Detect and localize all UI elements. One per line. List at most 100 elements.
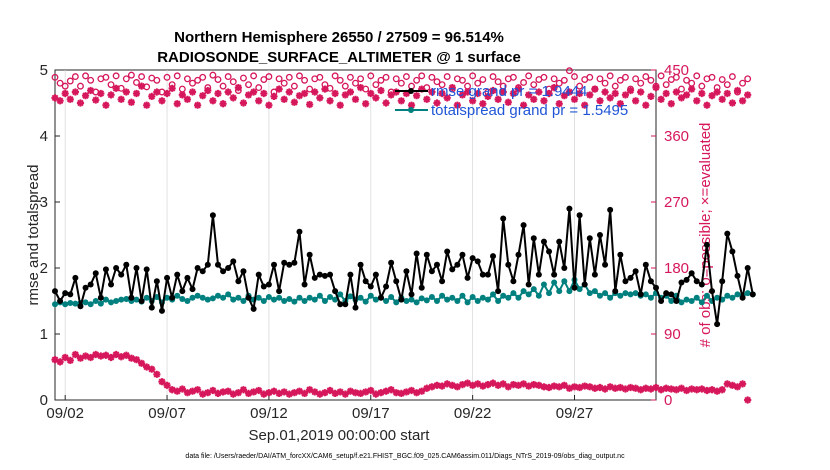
rmse-point [698, 281, 705, 288]
possible-marker [693, 72, 701, 80]
possible-marker [433, 78, 441, 86]
evaluated_low-marker [183, 389, 192, 397]
possible-marker [316, 73, 324, 81]
totalspread-point [479, 294, 486, 301]
evaluated-marker [66, 95, 74, 103]
possible-marker [245, 81, 252, 89]
ytick-left-3: 3 [40, 194, 48, 211]
possible-marker [219, 82, 227, 90]
possible-marker [576, 82, 584, 90]
possible-marker [66, 77, 74, 85]
rmse-line [54, 207, 754, 326]
evaluated-marker [621, 91, 630, 99]
evaluated-marker [356, 84, 365, 92]
rmse-point [214, 261, 221, 268]
possible-marker [565, 67, 573, 75]
chart-title-line1: Northern Hemisphere 26550 / 27509 = 96.5… [174, 29, 504, 46]
possible-marker [306, 85, 314, 93]
totalspread-point [566, 288, 573, 295]
evaluated_low-marker [418, 387, 426, 395]
rmse-point [148, 304, 155, 311]
rmse-point [342, 301, 349, 308]
totalspread-point [321, 298, 328, 304]
totalspread-point [703, 292, 710, 299]
rmse-point [158, 307, 165, 314]
evaluated-marker [682, 91, 691, 99]
possible-marker [296, 72, 303, 80]
rmse-point [454, 261, 461, 268]
rmse-point [296, 228, 303, 235]
rmse-point [250, 305, 257, 312]
rmse-point [316, 271, 323, 278]
totalspread-point [332, 296, 339, 303]
totalspread-point [530, 286, 537, 293]
rmse-point [97, 294, 104, 301]
evaluated-marker [224, 88, 232, 96]
possible-marker [459, 76, 466, 84]
evaluated-marker [188, 88, 197, 96]
rmse-point [383, 283, 390, 290]
evaluated_low-marker [117, 353, 125, 361]
evaluated-marker [265, 101, 273, 109]
evaluated_low-marker [453, 383, 461, 391]
evaluated_low-marker [499, 380, 507, 388]
totalspread-point [586, 290, 593, 297]
evaluated_low-marker [540, 383, 548, 391]
evaluated_low-marker [311, 388, 319, 396]
evaluated_low-marker [336, 388, 344, 396]
evaluated-marker [270, 92, 278, 100]
possible-marker [163, 73, 171, 81]
totalspread-point [535, 292, 542, 299]
legend-totalspread-marker [408, 107, 414, 113]
evaluated_low-marker [601, 385, 609, 393]
evaluated-marker [351, 95, 360, 103]
tick-marks [55, 69, 656, 401]
totalspread-point [627, 291, 634, 298]
xtick-label-4: 09/22 [454, 405, 492, 422]
rmse-point [464, 274, 471, 281]
evaluated-marker [260, 89, 268, 98]
rmse-point [576, 212, 583, 219]
rmse-point [128, 294, 135, 301]
rmse-point [321, 272, 328, 279]
totalspread-point [220, 294, 227, 301]
totalspread-point [123, 296, 130, 303]
evaluated-marker [244, 91, 253, 99]
rmse-point [510, 278, 517, 285]
evaluated-marker [494, 95, 502, 103]
totalspread-point [327, 294, 334, 301]
possible-marker [87, 76, 95, 84]
rmse-point [57, 298, 64, 304]
evaluated_low-marker [698, 385, 706, 393]
possible-marker [209, 71, 217, 79]
evaluated_low-marker [107, 353, 115, 362]
evaluated-marker [657, 95, 665, 103]
rmse-point [703, 241, 710, 248]
rmse-point [413, 250, 420, 257]
evaluated_low-marker [672, 386, 680, 394]
possible-marker [678, 85, 685, 93]
totalspread-point [433, 298, 440, 304]
rmse-point [693, 278, 700, 285]
possible-marker [489, 73, 497, 81]
evaluated-marker [204, 86, 212, 95]
totalspread-point [642, 291, 649, 298]
evaluated_low-marker [423, 384, 431, 392]
rmse-point [556, 238, 563, 245]
rmse-point [260, 283, 267, 290]
possible-marker [672, 73, 680, 81]
rmse-point [673, 298, 680, 304]
possible-marker [642, 73, 650, 81]
rmse-point [403, 268, 410, 275]
totalspread-point [118, 296, 125, 303]
evaluated-marker [382, 99, 390, 107]
evaluated-marker [703, 101, 711, 109]
evaluated-marker [295, 92, 304, 100]
evaluated-marker [448, 84, 456, 92]
possible-marker [56, 79, 64, 87]
totalspread-point [204, 296, 211, 303]
evaluated-marker [616, 100, 624, 108]
rmse-point [525, 281, 532, 288]
evaluated_low-marker [229, 390, 237, 398]
evaluated-marker [413, 92, 421, 100]
